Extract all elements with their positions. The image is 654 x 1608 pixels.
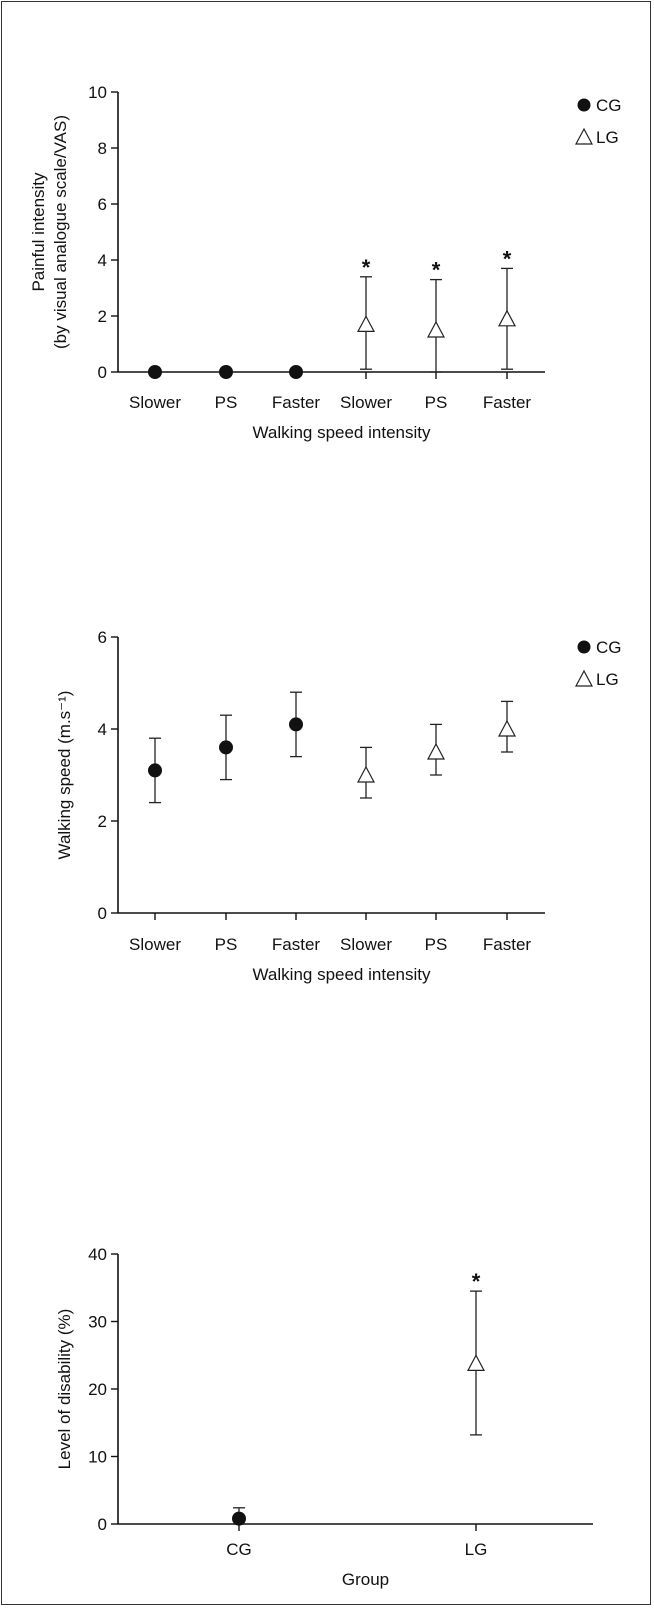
significance-marker: * bbox=[503, 246, 512, 271]
x-tick-label: Slower bbox=[340, 393, 392, 412]
y-axis-label: Painful intensity bbox=[29, 172, 48, 292]
x-axis-label: Walking speed intensity bbox=[253, 965, 431, 984]
data-point-lg bbox=[357, 765, 375, 783]
y-tick-label: 8 bbox=[98, 139, 107, 158]
legend-label: LG bbox=[596, 670, 619, 689]
legend-label: CG bbox=[596, 96, 622, 115]
x-tick-label: LG bbox=[465, 1540, 488, 1559]
data-point-cg bbox=[148, 763, 162, 778]
y-tick-label: 2 bbox=[98, 812, 107, 831]
y-tick-label: 2 bbox=[98, 307, 107, 326]
y-axis-label: (by visual analogue scale/VAS) bbox=[51, 115, 70, 349]
significance-marker: * bbox=[362, 255, 371, 280]
x-tick-label: Slower bbox=[129, 935, 181, 954]
significance-marker: * bbox=[432, 258, 441, 283]
x-tick-label: PS bbox=[215, 393, 238, 412]
y-tick-label: 4 bbox=[98, 720, 107, 739]
x-tick-label: Slower bbox=[340, 935, 392, 954]
y-tick-label: 10 bbox=[88, 1448, 107, 1467]
x-tick-label: Faster bbox=[483, 393, 532, 412]
data-point-cg bbox=[148, 365, 162, 379]
x-tick-label: Faster bbox=[272, 935, 321, 954]
legend-label: LG bbox=[596, 128, 619, 147]
y-tick-label: 0 bbox=[98, 363, 107, 382]
data-point-cg bbox=[232, 1511, 246, 1526]
data-point-cg bbox=[219, 740, 233, 755]
y-tick-label: 4 bbox=[98, 251, 107, 270]
y-axis-label: Level of disability (%) bbox=[55, 1309, 74, 1470]
data-point-lg bbox=[498, 719, 516, 737]
y-tick-label: 30 bbox=[88, 1313, 107, 1332]
x-tick-label: PS bbox=[425, 935, 448, 954]
y-tick-label: 0 bbox=[98, 904, 107, 923]
data-point-cg bbox=[289, 717, 303, 732]
y-tick-label: 20 bbox=[88, 1380, 107, 1399]
x-tick-label: CG bbox=[226, 1540, 252, 1559]
legend-marker-cg bbox=[577, 98, 591, 112]
data-point-lg bbox=[498, 309, 516, 327]
x-tick-label: PS bbox=[215, 935, 238, 954]
y-tick-label: 6 bbox=[98, 195, 107, 214]
y-tick-label: 40 bbox=[88, 1245, 107, 1264]
data-point-lg bbox=[427, 742, 445, 760]
x-tick-label: Faster bbox=[272, 393, 321, 412]
significance-marker: * bbox=[472, 1269, 481, 1294]
data-point-cg bbox=[219, 365, 233, 379]
y-tick-label: 6 bbox=[98, 628, 107, 647]
x-tick-label: Slower bbox=[129, 393, 181, 412]
data-point-lg bbox=[357, 315, 375, 332]
data-point-lg bbox=[427, 320, 445, 338]
y-tick-label: 0 bbox=[98, 1515, 107, 1534]
x-tick-label: Faster bbox=[483, 935, 532, 954]
legend-marker-lg bbox=[575, 669, 593, 687]
legend-label: CG bbox=[596, 638, 622, 657]
x-axis-label: Walking speed intensity bbox=[253, 423, 431, 442]
y-axis-label: Walking speed (m.s⁻¹) bbox=[55, 691, 74, 860]
legend-marker-lg bbox=[575, 127, 593, 145]
data-point-lg bbox=[467, 1354, 485, 1371]
data-point-cg bbox=[289, 365, 303, 379]
x-axis-label: Group bbox=[342, 1570, 389, 1589]
y-tick-label: 10 bbox=[88, 83, 107, 102]
legend-marker-cg bbox=[577, 640, 591, 654]
x-tick-label: PS bbox=[425, 393, 448, 412]
